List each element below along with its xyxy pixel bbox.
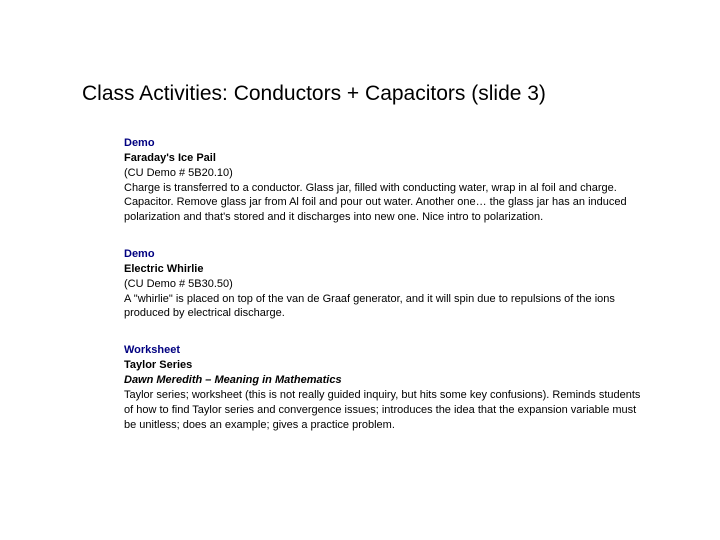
page-title: Class Activities: Conductors + Capacitor… xyxy=(82,82,546,106)
section-type-label: Demo xyxy=(124,136,644,151)
section-reference: (CU Demo # 5B30.50) xyxy=(124,277,644,292)
content-area: Demo Faraday's Ice Pail (CU Demo # 5B20.… xyxy=(124,136,644,454)
section-worksheet-taylor: Worksheet Taylor Series Dawn Meredith – … xyxy=(124,343,644,432)
section-body: Charge is transferred to a conductor. Gl… xyxy=(124,181,644,226)
section-demo-faraday: Demo Faraday's Ice Pail (CU Demo # 5B20.… xyxy=(124,136,644,225)
section-body: A "whirlie" is placed on top of the van … xyxy=(124,292,644,322)
section-subtitle: Dawn Meredith – Meaning in Mathematics xyxy=(124,373,644,388)
section-name: Faraday's Ice Pail xyxy=(124,151,644,166)
section-reference: (CU Demo # 5B20.10) xyxy=(124,166,644,181)
section-type-label: Worksheet xyxy=(124,343,644,358)
section-name: Taylor Series xyxy=(124,358,644,373)
section-demo-whirlie: Demo Electric Whirlie (CU Demo # 5B30.50… xyxy=(124,247,644,321)
section-body: Taylor series; worksheet (this is not re… xyxy=(124,388,644,433)
section-type-label: Demo xyxy=(124,247,644,262)
section-name: Electric Whirlie xyxy=(124,262,644,277)
